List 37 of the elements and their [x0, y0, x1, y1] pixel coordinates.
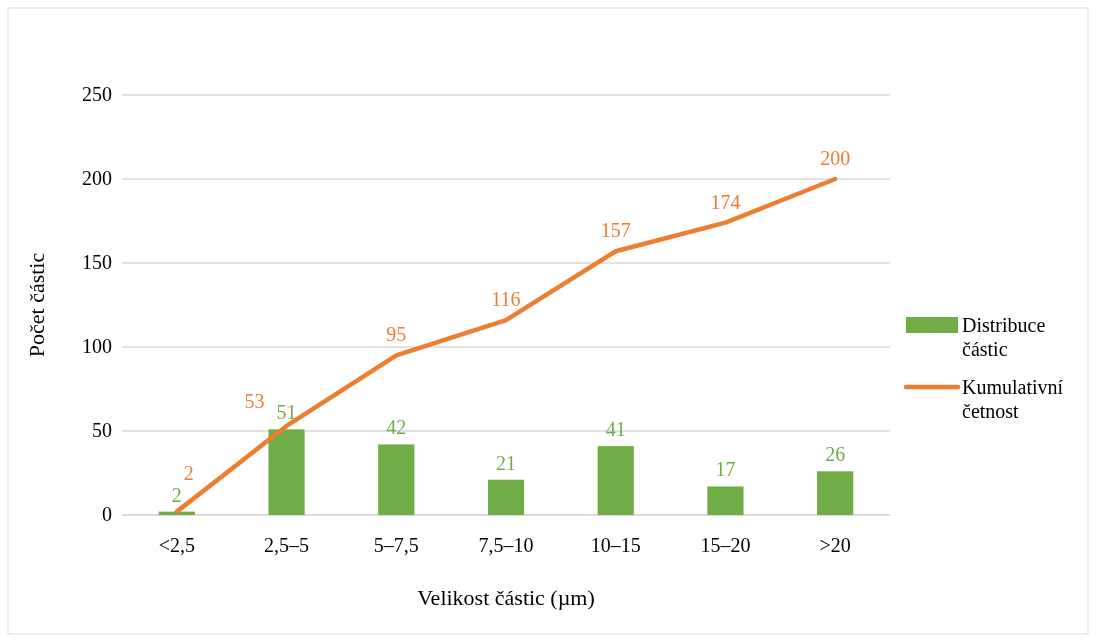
legend-label: Distribuce částic: [962, 314, 1046, 360]
data-label: 2: [171, 483, 182, 506]
x-tick-label: 7,5–10: [478, 534, 534, 556]
data-label: 17: [715, 458, 736, 481]
data-label: 157: [600, 219, 631, 242]
data-label: 200: [820, 147, 851, 169]
y-tick-label: 200: [82, 167, 112, 189]
bar: [817, 471, 854, 515]
x-tick-label: 15–20: [700, 534, 751, 556]
data-label: 95: [386, 323, 407, 346]
x-tick-label: 5–7,5: [373, 534, 419, 556]
data-label: 2: [183, 461, 194, 484]
bar: [597, 446, 634, 515]
bar: [378, 444, 415, 515]
x-axis-title: Velikost částic (µm): [417, 585, 595, 610]
legend-label: Kumulativní četnost: [962, 376, 1064, 422]
bar: [268, 429, 305, 515]
x-tick-label: <2,5: [158, 534, 195, 556]
x-tick-label: 10–15: [590, 534, 641, 556]
y-tick-label: 100: [82, 335, 112, 357]
y-tick-label: 150: [82, 251, 112, 273]
data-label: 21: [496, 451, 516, 474]
x-tick-label: >20: [819, 534, 851, 556]
y-tick-label: 0: [102, 503, 112, 525]
bar: [707, 486, 744, 515]
y-tick-label: 250: [82, 83, 112, 105]
y-axis-title: Počet částic: [24, 252, 49, 358]
data-label: 53: [244, 389, 265, 412]
bar: [487, 479, 525, 515]
y-tick-label: 50: [92, 419, 112, 441]
data-label: 42: [386, 416, 407, 439]
data-label: 174: [710, 190, 741, 213]
data-label: 26: [825, 443, 846, 466]
data-label: 41: [605, 418, 626, 441]
x-tick-label: 2,5–5: [264, 534, 310, 556]
data-label: 116: [491, 288, 521, 311]
data-label: 51: [276, 401, 297, 424]
